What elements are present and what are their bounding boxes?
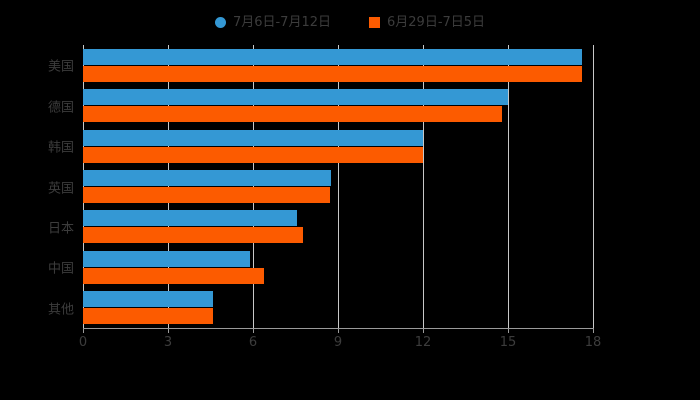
legend-marker-square-icon xyxy=(369,16,380,28)
x-axis-line xyxy=(83,328,594,329)
x-axis-tick-label: 6 xyxy=(248,335,258,350)
x-axis-tick xyxy=(168,328,169,333)
gridline xyxy=(593,45,594,328)
x-axis-tick-label: 9 xyxy=(333,335,343,350)
bar-0[interactable] xyxy=(83,210,297,227)
y-axis-line xyxy=(83,45,84,328)
gridline xyxy=(338,45,339,328)
y-axis-category-label: 日本 xyxy=(47,221,74,237)
bar-0[interactable] xyxy=(83,250,251,267)
bar-1[interactable] xyxy=(83,187,330,203)
y-axis-category-label: 其他 xyxy=(47,302,74,318)
gridline xyxy=(253,45,254,328)
x-axis-tick xyxy=(508,328,509,333)
gridline xyxy=(508,45,509,328)
legend-item-series-1[interactable]: 6月29日-7日5日 xyxy=(369,16,485,29)
x-axis-tick-label: 18 xyxy=(584,335,602,350)
bar-1[interactable] xyxy=(83,308,214,325)
x-axis-tick xyxy=(423,328,424,333)
x-axis-tick-label: 0 xyxy=(78,335,88,350)
y-axis-category-label: 德国 xyxy=(47,100,74,116)
x-axis-tick xyxy=(593,328,594,333)
legend-label-series-1: 6月29日-7日5日 xyxy=(387,14,486,30)
x-axis-tick-label: 3 xyxy=(163,335,173,350)
bar-1[interactable] xyxy=(83,106,503,123)
bar-0[interactable] xyxy=(83,48,582,65)
bar-1[interactable] xyxy=(83,267,265,284)
legend-item-series-0[interactable]: 7月6日-7月12日 xyxy=(214,14,331,30)
y-axis-category-label: 中国 xyxy=(47,261,74,277)
bar-1[interactable] xyxy=(83,227,303,244)
gridline xyxy=(423,45,424,328)
y-axis-category-label: 英国 xyxy=(47,181,74,196)
plot-area xyxy=(83,45,593,328)
x-axis-tick xyxy=(83,328,84,333)
bar-0[interactable] xyxy=(83,291,214,308)
y-axis-labels: 美国德国韩国英国日本中国其他 xyxy=(0,45,74,328)
x-axis-tick-label: 15 xyxy=(499,335,517,350)
x-axis-tick xyxy=(253,328,254,333)
y-axis-category-label: 美国 xyxy=(47,59,74,75)
legend-marker-circle-icon xyxy=(214,16,226,28)
y-axis-category-label: 韩国 xyxy=(47,140,74,156)
bar-1[interactable] xyxy=(83,146,423,163)
bar-0[interactable] xyxy=(83,170,331,186)
x-axis-tick-label: 12 xyxy=(414,335,432,350)
chart-legend: 7月6日-7月12日 6月29日-7日5日 xyxy=(0,12,700,32)
bar-1[interactable] xyxy=(83,65,582,82)
bar-0[interactable] xyxy=(83,89,508,106)
x-axis-tick xyxy=(338,328,339,333)
bar-0[interactable] xyxy=(83,129,423,146)
legend-label-series-0: 7月6日-7月12日 xyxy=(232,14,331,30)
gridline xyxy=(168,45,169,328)
